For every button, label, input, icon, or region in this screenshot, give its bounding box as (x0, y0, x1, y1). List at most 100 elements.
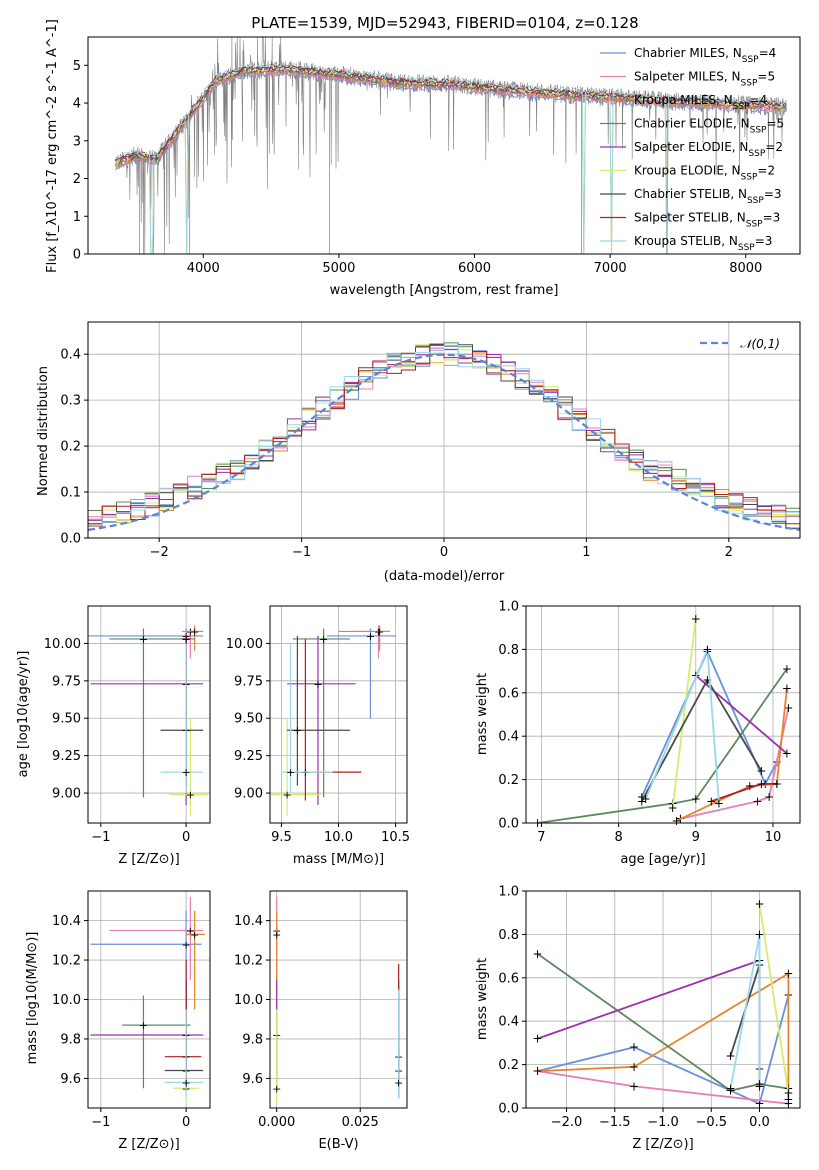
y-tick-label: 9.50 (234, 712, 263, 727)
series-point-marker: + (782, 747, 792, 761)
legend-nssp: =3 (755, 234, 773, 248)
legend-subscript: SSP (741, 173, 758, 183)
y-tick-label: 5 (73, 59, 81, 74)
series-point-marker: + (726, 1049, 736, 1063)
data-point-marker: + (186, 924, 195, 937)
series-point-marker: + (782, 662, 792, 676)
data-point-marker: + (190, 625, 199, 638)
data-point-marker: + (319, 633, 328, 646)
y-tick-label: 0.2 (60, 440, 81, 455)
y-axis-label: Normed distribution (36, 366, 51, 496)
series-point-marker: + (629, 1060, 639, 1074)
x-tick-label: 0 (182, 1115, 190, 1130)
data-point-marker: + (182, 766, 191, 779)
series-point-marker: + (691, 792, 701, 806)
y-tick-label: 10.0 (234, 993, 263, 1008)
x-tick-label: 8000 (729, 261, 762, 276)
y-tick-label: 0.2 (498, 773, 519, 788)
y-tick-label: 0.8 (498, 643, 519, 658)
series-point-marker: + (783, 966, 793, 980)
y-tick-label: 10.4 (234, 914, 263, 929)
axes-massweight-vs-age: ++++++ ++++ ++++ +++++++++++ ++++7 8 9 100.00.2… (475, 600, 801, 867)
x-axis-label: (data-model)/error (384, 569, 505, 584)
legend-nssp: =2 (765, 140, 783, 154)
y-tick-label: 0.1 (60, 486, 81, 501)
legend-label: Chabrier ELODIE, NSSP=5 (634, 117, 784, 136)
data-point-marker: + (190, 928, 199, 941)
series-point-marker: + (783, 1097, 793, 1111)
series-point-marker: + (726, 1084, 736, 1098)
series-point-marker: + (756, 764, 766, 778)
axes-mass-vs-Z: +++++++++−109.69.810.010.210.4Z [Z/Z⊙)]m… (25, 890, 211, 1152)
axes-massweight-vs-Z: +++++++++ +++++ + +++++++++++++−2.0 −1.5 −1.0… (475, 885, 801, 1152)
y-tick-label: 10.2 (52, 954, 81, 969)
data-point-marker: + (272, 928, 281, 941)
x-tick-label: −1 (91, 1115, 110, 1130)
legend-nssp: =3 (764, 187, 782, 201)
series-point-marker: + (772, 777, 782, 791)
x-axis-label: Z [Z/Z⊙)] (118, 852, 179, 867)
data-point-marker: + (286, 766, 295, 779)
data-point-marker: + (366, 630, 375, 643)
data-point-marker: + (139, 1019, 148, 1032)
gaussian-reference-curve (87, 353, 801, 531)
series-point-marker: + (641, 792, 651, 806)
x-tick-label: −1.0 (647, 1115, 679, 1130)
x-tick-label: 9 (692, 830, 700, 845)
series-point-marker: + (637, 794, 647, 808)
y-tick-label: 9.6 (60, 1072, 81, 1087)
x-tick-label: −2.0 (551, 1115, 583, 1130)
legend-subscript: SSP (733, 102, 750, 112)
series-line (641, 677, 763, 802)
histogram-step-line (88, 344, 800, 526)
legend-nssp: =2 (757, 164, 775, 178)
series-point-marker: + (753, 794, 763, 808)
series-point-marker: + (714, 796, 724, 810)
series-point-marker: + (756, 777, 766, 791)
series-point-marker: + (772, 777, 782, 791)
x-axis-label: age [age/yr)] (620, 852, 705, 867)
data-point-marker: + (186, 789, 195, 802)
series-point-marker: + (706, 794, 716, 808)
data-point-marker: + (375, 625, 384, 638)
y-tick-label: 9.00 (234, 787, 263, 802)
x-tick-label: 0 (440, 545, 448, 560)
y-axis-label: mass weight (475, 673, 490, 755)
x-tick-label: 4000 (187, 261, 220, 276)
legend-nssp: =4 (750, 93, 768, 107)
y-axis-label: mass [log10(M/M⊙)] (25, 932, 40, 1065)
x-tick-label: 0.000 (258, 1115, 295, 1130)
y-tick-label: 9.00 (52, 787, 81, 802)
y-tick-label: 3 (73, 134, 81, 149)
x-tick-label: 0.0 (749, 1115, 770, 1130)
data-point-marker: + (182, 938, 191, 951)
legend-subscript: SSP (742, 55, 759, 65)
x-tick-label: −1 (91, 830, 110, 845)
legend-subscript: SSP (747, 196, 764, 206)
y-tick-label: 0.3 (60, 394, 81, 409)
x-axis-label: mass [M/M⊙)] (293, 852, 384, 867)
y-tick-label: 9.8 (60, 1032, 81, 1047)
y-axis-label: Flux [f_λ10^-17 erg cm^-2 s^-1 A^-1] (45, 19, 60, 273)
legend-subscript: SSP (746, 220, 763, 230)
y-tick-label: 1.0 (498, 600, 519, 615)
series-point-marker: + (754, 927, 764, 941)
series-point-marker: + (691, 612, 701, 626)
legend-subscript: SSP (738, 243, 755, 253)
data-point-marker: + (139, 633, 148, 646)
y-tick-label: 9.25 (52, 749, 81, 764)
legend-label: Salpeter MILES, NSSP=5 (634, 70, 775, 89)
y-axis-label: age [log10(age/yr)] (16, 651, 31, 778)
legend-label: 𝒩(0,1) (740, 337, 780, 351)
y-tick-label: 10.00 (226, 637, 263, 652)
figure-title: PLATE=1539, MJD=52943, FIBERID=0104, z=0… (251, 14, 638, 32)
series-line (676, 688, 788, 822)
series-point-marker: + (702, 673, 712, 687)
legend-label: Kroupa ELODIE, NSSP=2 (634, 164, 775, 183)
y-axis-label: mass weight (475, 958, 490, 1040)
data-point-marker: + (182, 1076, 191, 1089)
x-tick-label: −1 (292, 545, 311, 560)
legend-label: Kroupa STELIB, NSSP=3 (634, 234, 772, 253)
series-line (644, 649, 720, 804)
